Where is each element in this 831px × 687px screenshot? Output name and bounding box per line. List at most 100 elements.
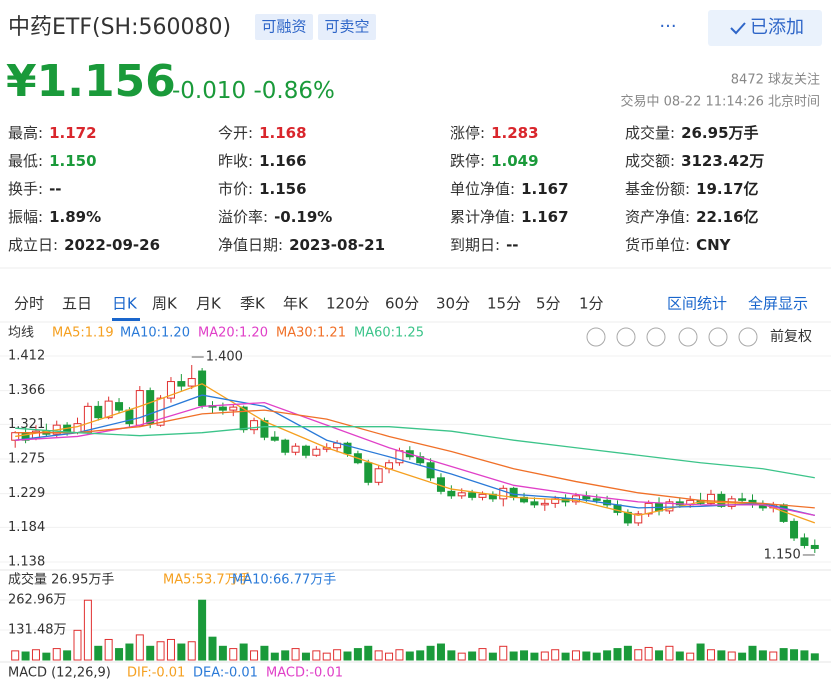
volume-bar xyxy=(156,641,165,661)
volume-bar xyxy=(239,643,248,661)
candle-body xyxy=(447,490,456,497)
candle-body xyxy=(135,390,144,426)
volume-bar xyxy=(104,638,113,661)
tab[interactable]: 120分 xyxy=(326,295,370,313)
stat-value: 2023-08-21 xyxy=(289,236,385,254)
stat-value: 1.168 xyxy=(259,124,306,142)
stat-label: 振幅: xyxy=(8,208,43,226)
tag[interactable]: 可卖空 xyxy=(324,18,369,36)
stat: 到期日: -- xyxy=(450,236,519,254)
volume-bar xyxy=(301,652,310,661)
volume-bar xyxy=(686,652,695,661)
tab[interactable]: 1分 xyxy=(579,295,604,313)
stat: 货币单位: CNY xyxy=(625,236,732,254)
more-button[interactable]: ··· xyxy=(659,16,676,37)
volume-bar xyxy=(260,645,269,661)
macd-label: DIF:-0.01 xyxy=(127,666,185,681)
tab[interactable]: 五日 xyxy=(62,295,92,313)
y-tick-label: 1.229 xyxy=(8,486,45,501)
tab[interactable]: 周K xyxy=(152,295,178,313)
icon[interactable] xyxy=(616,327,636,347)
stat-label: 最高: xyxy=(8,124,43,142)
volume-bar xyxy=(125,643,134,661)
legend-entry: MA10:1.20 xyxy=(120,326,190,341)
volume-bar xyxy=(468,651,477,661)
tab[interactable]: 30分 xyxy=(436,295,470,313)
volume-bar xyxy=(21,651,30,661)
volume-bar xyxy=(218,645,227,661)
volume-bar xyxy=(457,652,466,661)
y-tick-label: 1.366 xyxy=(8,383,45,398)
volume-bar xyxy=(623,645,632,661)
tab[interactable]: 日K xyxy=(112,295,138,313)
volume-bar xyxy=(405,651,414,661)
stat: 跌停: 1.049 xyxy=(450,152,539,170)
tab[interactable]: 分时 xyxy=(14,295,44,313)
tab[interactable]: 年K xyxy=(283,295,309,313)
icon[interactable] xyxy=(586,327,606,347)
stat-value: 1.172 xyxy=(49,124,96,142)
candle-body xyxy=(800,537,809,546)
volume-title: 成交量 26.95万手 xyxy=(8,572,114,588)
stat: 最高: 1.172 xyxy=(8,124,97,142)
volume-bar xyxy=(11,650,20,661)
change-pct: -0.86% xyxy=(253,78,334,104)
y-tick-label: 1.138 xyxy=(8,555,45,570)
stat: 净值日期: 2023-08-21 xyxy=(218,236,385,254)
tab[interactable]: 季K xyxy=(240,295,266,313)
tag[interactable]: 可融资 xyxy=(261,18,306,36)
volume-bar xyxy=(270,652,279,661)
tab-underline xyxy=(112,318,140,321)
volume-bar xyxy=(748,645,757,661)
volume-bar xyxy=(115,648,124,661)
volume-bar xyxy=(779,648,788,661)
stat-label: 市价: xyxy=(218,180,253,198)
volume-ma: MA10:66.77万手 xyxy=(232,573,336,588)
follow-button[interactable] xyxy=(708,10,822,46)
stat-value: 1.167 xyxy=(521,180,568,198)
candle-body xyxy=(94,405,103,419)
stat-label: 基金份额: xyxy=(625,180,690,198)
volume-bar xyxy=(509,651,518,661)
icon[interactable] xyxy=(708,327,728,347)
stat-label: 换手: xyxy=(8,180,43,198)
stat-value: 1.283 xyxy=(491,124,538,142)
candle-body xyxy=(177,381,186,387)
stat-value: 19.17亿 xyxy=(696,180,758,198)
y-tick-label: 262.96万 xyxy=(8,593,67,608)
candle-body xyxy=(301,445,310,456)
candle-body xyxy=(270,436,279,441)
tab-action[interactable]: 区间统计 xyxy=(667,295,727,313)
tab[interactable]: 15分 xyxy=(487,295,521,313)
tab[interactable]: 5分 xyxy=(536,295,561,313)
candle-body xyxy=(73,423,82,434)
stat-value: 22.16亿 xyxy=(696,208,758,226)
volume-bar xyxy=(353,648,362,661)
candle-body xyxy=(499,487,508,500)
volume-bar xyxy=(31,649,40,661)
ma-line xyxy=(15,394,815,517)
annotation: 1.400 xyxy=(206,350,243,365)
volume-ma: MA5:53.7万手 xyxy=(163,573,251,588)
adjust[interactable]: 前复权 xyxy=(770,328,812,345)
candle-body xyxy=(374,468,383,483)
volume-bar xyxy=(281,650,290,661)
candle-body xyxy=(634,513,643,524)
tab[interactable]: 60分 xyxy=(385,295,419,313)
candle-body xyxy=(790,520,799,539)
volume-bar xyxy=(520,650,529,661)
follow-label[interactable]: 已添加 xyxy=(750,17,804,38)
candle-body xyxy=(644,502,653,515)
icon[interactable] xyxy=(678,327,698,347)
volume-bar xyxy=(291,648,300,661)
stat: 换手: -- xyxy=(8,180,62,198)
tab[interactable]: 月K xyxy=(196,295,222,313)
stat: 振幅: 1.89% xyxy=(8,208,101,226)
stat: 基金份额: 19.17亿 xyxy=(625,180,759,198)
tab-action[interactable]: 全屏显示 xyxy=(748,295,808,313)
volume-bar xyxy=(727,651,736,661)
icon[interactable] xyxy=(646,327,666,347)
stat: 资产净值: 22.16亿 xyxy=(625,208,759,226)
stat-label: 到期日: xyxy=(450,236,500,254)
icon[interactable] xyxy=(738,327,758,347)
